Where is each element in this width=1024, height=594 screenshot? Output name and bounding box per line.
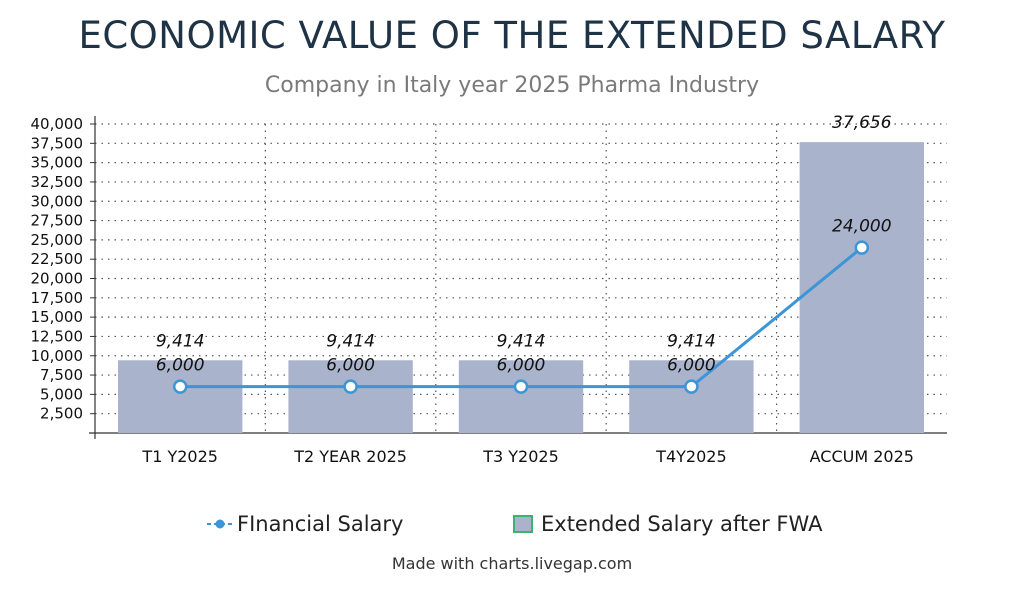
x-tick-label: T2 YEAR 2025 — [293, 447, 407, 466]
y-tick-label: 5,000 — [40, 385, 83, 403]
line-data-label: 6,000 — [497, 356, 546, 376]
line-point — [854, 240, 870, 255]
line-point — [513, 379, 529, 394]
bar-data-label: 37,656 — [832, 113, 892, 133]
legend-item-extended-salary[interactable]: Extended Salary after FWA — [513, 512, 822, 536]
chart-subtitle: Company in Italy year 2025 Pharma Indust… — [264, 73, 760, 98]
y-tick-label: 12,500 — [31, 327, 84, 345]
y-tick-label: 17,500 — [31, 289, 84, 307]
bar — [118, 360, 243, 433]
y-tick-label: 20,000 — [31, 270, 84, 288]
bar — [799, 142, 924, 433]
legend-label-financial-salary: FInancial Salary — [237, 512, 404, 536]
line-point — [172, 379, 188, 394]
chart-plot: 2,5005,0007,50010,00012,50015,00017,5002… — [31, 113, 947, 466]
footer-credit: Made with charts.livegap.com — [391, 554, 633, 573]
y-tick-label: 25,000 — [31, 231, 84, 249]
chart-title: ECONOMIC VALUE OF THE EXTENDED SALARY — [78, 14, 946, 57]
y-tick-label: 22,500 — [31, 250, 84, 268]
bar-data-label: 9,414 — [667, 331, 716, 351]
y-tick-label: 15,000 — [31, 308, 84, 326]
y-tick-label: 32,500 — [31, 173, 84, 191]
bar — [288, 360, 413, 433]
bar-data-label: 9,414 — [326, 331, 375, 351]
legend: FInancial Salary Extended Salary after F… — [0, 512, 1024, 542]
y-tick-label: 40,000 — [31, 115, 84, 133]
bar — [629, 360, 754, 433]
y-tick-label: 2,500 — [40, 405, 83, 423]
line-data-label: 6,000 — [667, 356, 716, 376]
legend-item-financial-salary[interactable]: FInancial Salary — [207, 512, 403, 536]
x-tick-label: ACCUM 2025 — [810, 447, 914, 466]
y-tick-label: 27,500 — [31, 212, 84, 230]
line-data-label: 6,000 — [156, 356, 205, 376]
y-tick-label: 30,000 — [31, 192, 84, 210]
bar-data-label: 9,414 — [156, 331, 205, 351]
line-series-legend-icon — [207, 519, 233, 529]
y-tick-label: 7,500 — [40, 366, 83, 384]
line-point — [684, 379, 699, 394]
bar-series-legend-icon — [513, 515, 533, 533]
y-tick-label: 37,500 — [31, 134, 84, 152]
legend-label-extended-salary: Extended Salary after FWA — [541, 512, 823, 536]
x-tick-label: T3 Y2025 — [482, 447, 559, 466]
x-tick-label: T1 Y2025 — [141, 447, 218, 466]
bar — [458, 360, 584, 433]
y-tick-label: 10,000 — [31, 347, 84, 365]
bar-data-label: 9,414 — [497, 331, 546, 351]
line-data-label: 6,000 — [326, 356, 375, 376]
y-tick-label: 35,000 — [31, 154, 84, 172]
line-data-label: 24,000 — [832, 217, 891, 237]
x-tick-label: T4Y2025 — [655, 447, 726, 466]
line-point — [343, 379, 358, 394]
